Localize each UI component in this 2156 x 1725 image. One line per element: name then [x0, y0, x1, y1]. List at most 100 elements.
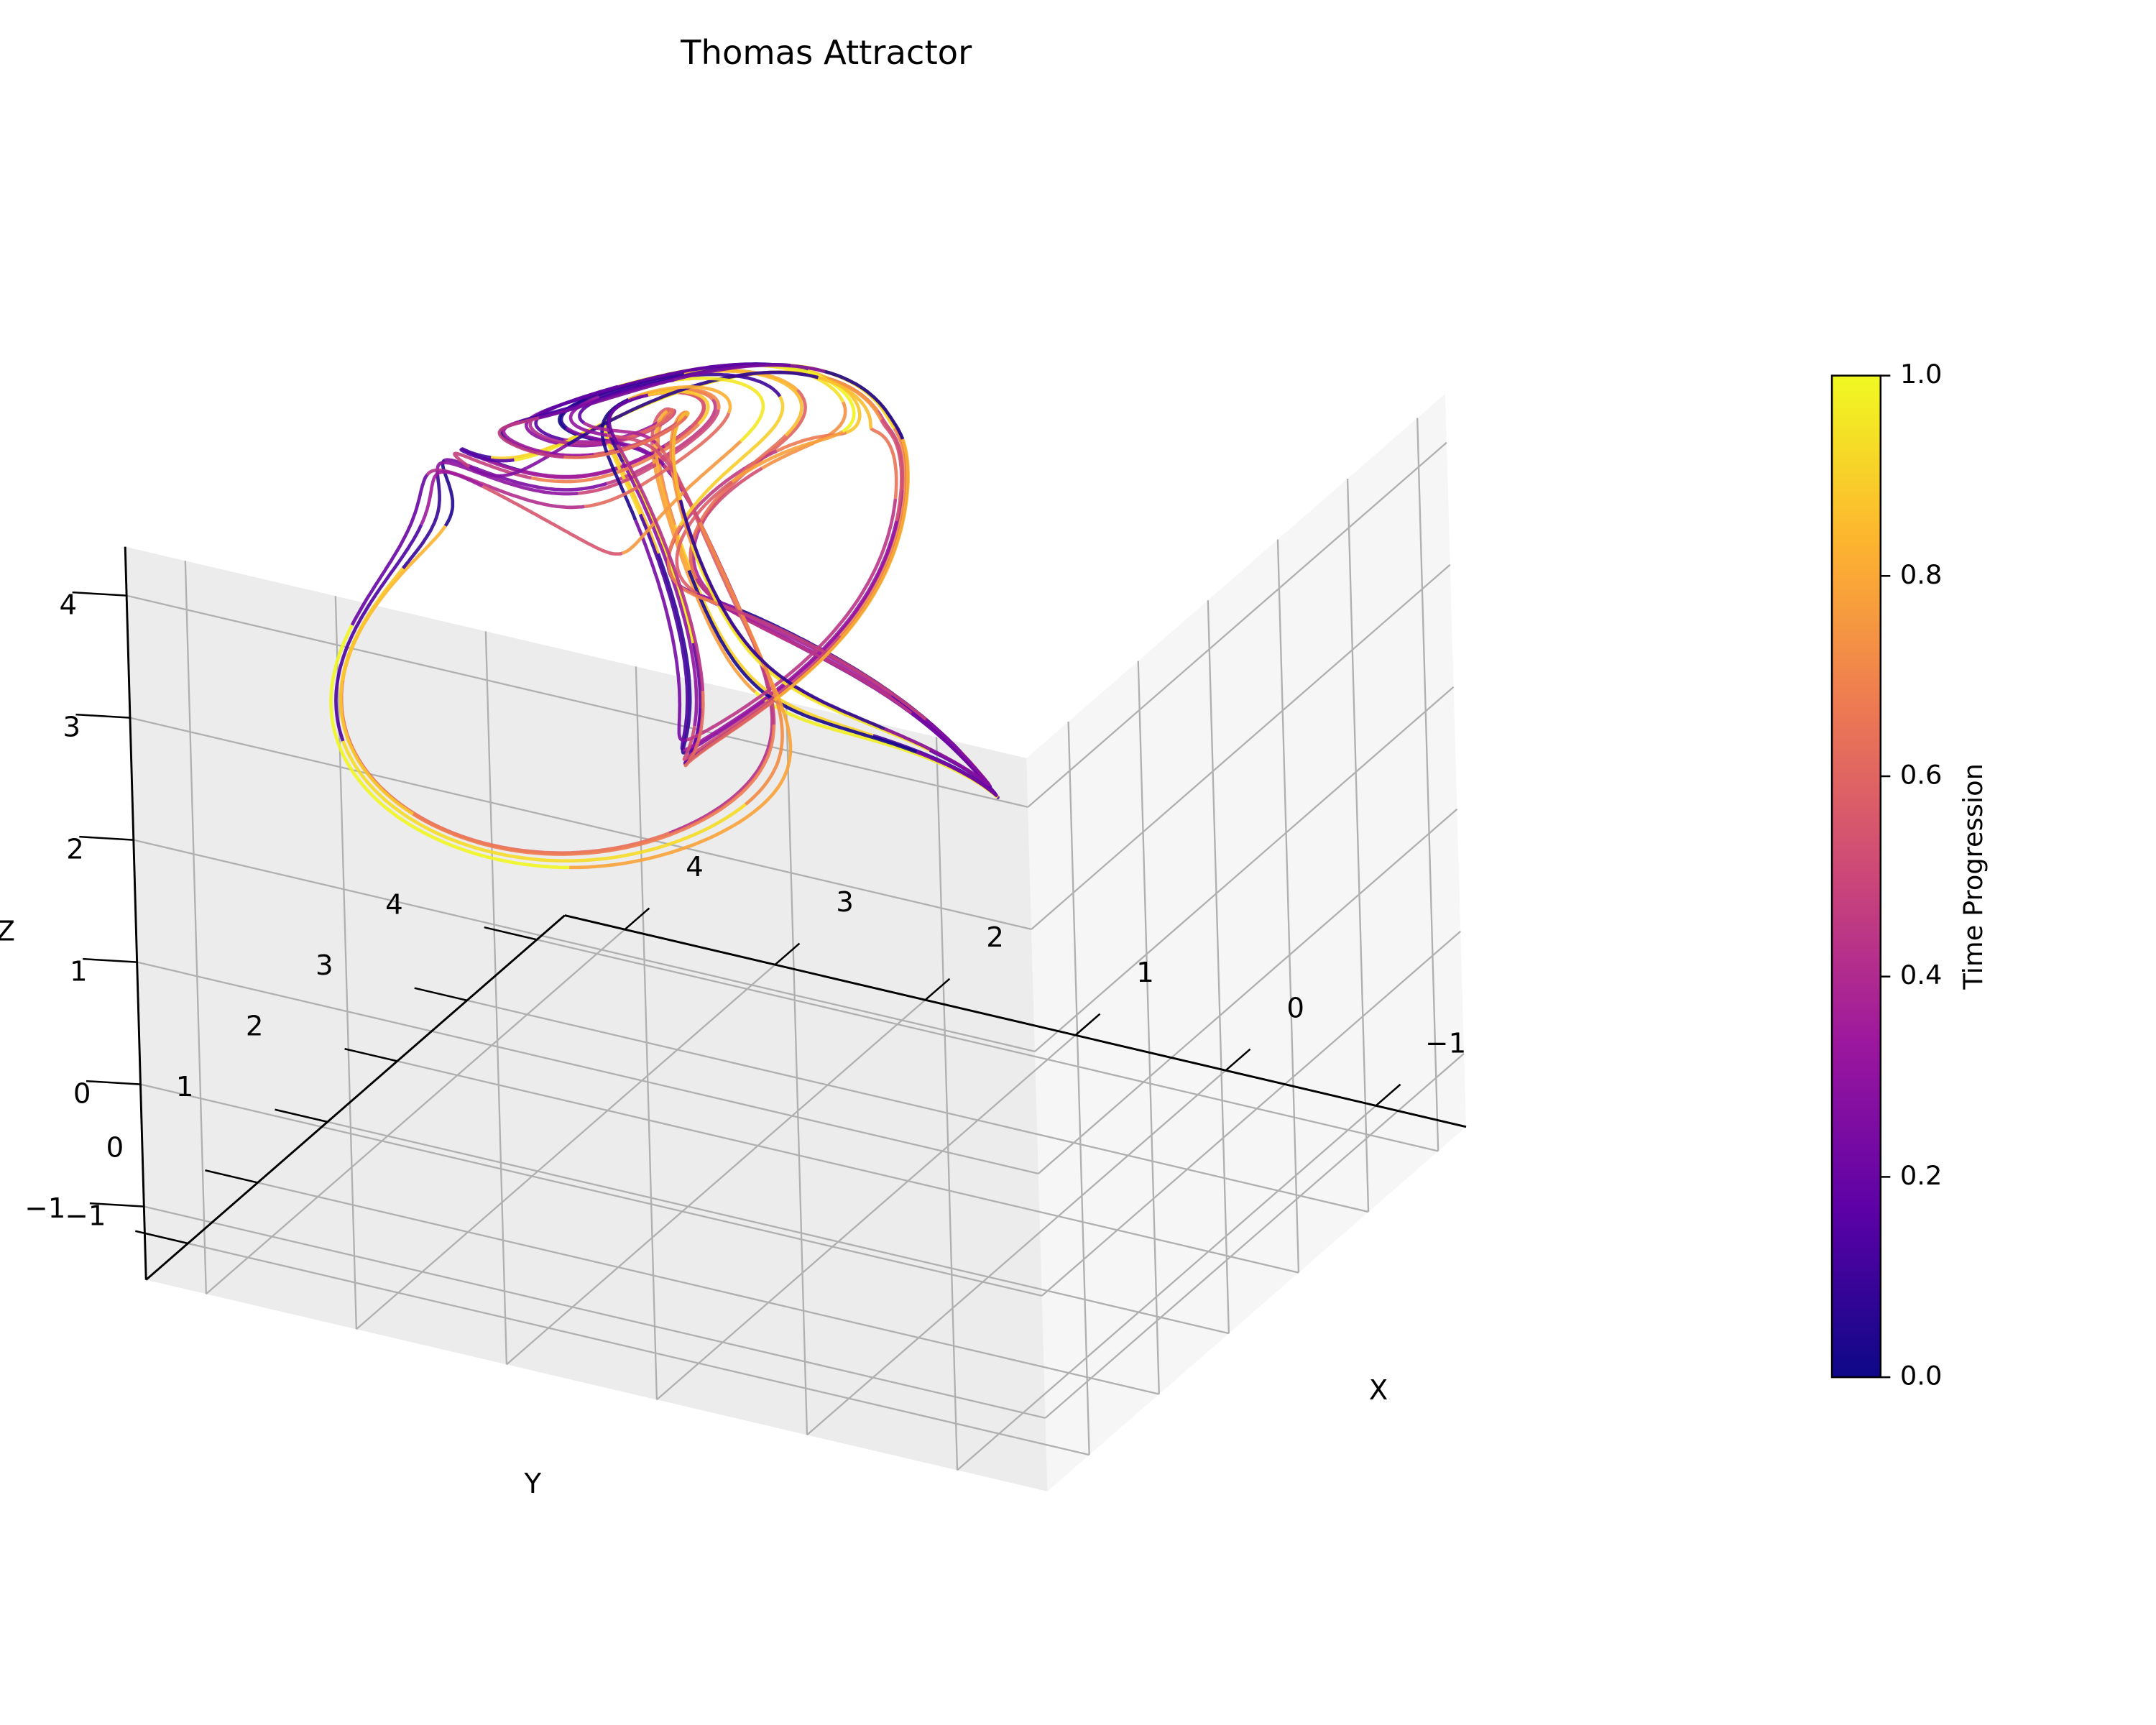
gridline-y-back	[484, 631, 508, 1365]
trajectory-segment	[627, 385, 732, 414]
trajectory-segment	[401, 468, 441, 570]
trajectory-segment	[482, 484, 623, 556]
trajectory-segment	[329, 624, 570, 870]
trajectory-segment	[425, 468, 585, 510]
colorbar-label: Time Progression	[1958, 763, 1989, 990]
trajectory-segment	[765, 363, 856, 433]
trajectory-segment	[453, 451, 532, 480]
trajectory-segment	[686, 498, 898, 742]
gridline-z-back	[137, 961, 1039, 1174]
trajectory-segment	[338, 567, 415, 816]
x-axis-label: X	[1369, 1374, 1388, 1407]
x-tick-label: 4	[385, 888, 403, 921]
trajectory-segment	[673, 376, 765, 443]
colorbar-tick-label: 0.8	[1900, 559, 1942, 590]
axis-lines	[124, 546, 1467, 1281]
back-pane	[125, 546, 1048, 1491]
trajectory-segment	[616, 443, 705, 691]
gridline-y-floor	[656, 1034, 1077, 1401]
x-axis-line	[145, 914, 566, 1281]
gridline-z-side	[1038, 808, 1458, 1174]
trajectory-segment	[824, 369, 905, 440]
trajectory-segment	[350, 474, 429, 626]
x-tick-label: 0	[106, 1131, 124, 1164]
trajectory-segment	[607, 393, 649, 446]
y-tick-mark	[1225, 1048, 1251, 1072]
y-tick-label: 4	[686, 851, 704, 883]
z-tick-label: 3	[63, 712, 80, 744]
trajectory-segment	[817, 376, 873, 431]
gridline-x-floor	[257, 1182, 1160, 1395]
x-tick-label: −1	[24, 1192, 65, 1225]
gridline-y-floor	[506, 999, 926, 1366]
trajectory-segment	[583, 421, 657, 445]
z-tick-label: 2	[66, 834, 84, 866]
trajectory-segment	[578, 409, 721, 495]
x-tick-mark	[344, 1048, 398, 1062]
x-tick-mark	[275, 1108, 328, 1123]
z-axis-line	[124, 546, 147, 1280]
trajectory-segment	[633, 519, 688, 742]
y-tick-mark	[924, 978, 951, 1001]
attractor-trajectory	[329, 362, 1000, 870]
gridline-y-back	[184, 561, 207, 1294]
z-tick-label: 0	[73, 1078, 91, 1110]
x-tick-label: 3	[315, 949, 333, 982]
trajectory-segment	[690, 543, 931, 752]
trajectory-segment	[683, 369, 803, 437]
gridline-x-side	[1276, 539, 1300, 1273]
gridline-z-side	[1031, 564, 1451, 930]
gridline-z-back	[140, 1083, 1042, 1297]
trajectory-segment	[341, 740, 747, 862]
colorbar-tick-label: 0.4	[1900, 960, 1942, 990]
trajectory-segment	[656, 553, 693, 755]
x-tick-mark	[205, 1169, 258, 1184]
trajectory-segment	[678, 500, 885, 731]
x-tick-label: 1	[176, 1071, 194, 1103]
trajectory-segment	[870, 427, 898, 500]
trajectory-segment	[538, 363, 826, 420]
x-tick-mark	[484, 926, 538, 941]
trajectory-segment	[688, 434, 787, 580]
gridline-y-floor	[957, 1105, 1377, 1471]
trajectory-segment	[717, 602, 927, 722]
y-tick-label: 1	[1136, 957, 1154, 989]
gridline-y-floor	[356, 964, 776, 1330]
colorbar-ticks: 0.0 0.2 0.4 0.6 0.8 1.0	[1880, 359, 1942, 1392]
trajectory-segment	[673, 524, 874, 737]
x-tick-mark	[135, 1230, 188, 1245]
trajectory-segment	[698, 521, 784, 806]
trajectory-segment	[483, 445, 666, 479]
colorbar-tick-label: 0.0	[1900, 1361, 1942, 1392]
gridline-z-side	[1027, 441, 1447, 808]
y-axis-line	[564, 914, 1467, 1128]
chart-title: Thomas Attractor	[680, 33, 972, 72]
gridline-x-floor	[397, 1060, 1299, 1274]
trajectory-segment	[497, 416, 564, 459]
y-tick-mark	[1074, 1013, 1101, 1036]
y-tick-mark	[1375, 1083, 1401, 1107]
trajectory-segment	[606, 398, 717, 485]
y-tick-mark	[774, 942, 801, 966]
trajectory-segment	[569, 670, 793, 870]
y-tick-label: 3	[836, 886, 854, 919]
gridline-x-floor	[466, 999, 1369, 1213]
trajectory-segment	[911, 712, 998, 798]
trajectory-segment	[412, 724, 776, 856]
gridline-z-back	[129, 717, 1032, 930]
colorbar-gradient	[1830, 374, 1882, 1379]
trajectory-segment	[531, 362, 766, 420]
trajectory-segment	[563, 415, 688, 459]
colorbar-tick-label: 1.0	[1900, 359, 1942, 390]
gridline-x-side	[1416, 418, 1439, 1151]
y-axis-label: Y	[523, 1468, 541, 1500]
gridline-x-side	[1346, 479, 1370, 1213]
trajectory-segment	[879, 418, 903, 522]
gridline-y-back	[635, 666, 658, 1400]
trajectory-segment	[678, 395, 785, 527]
axes-panes	[125, 393, 1466, 1491]
trajectory-segment	[839, 427, 908, 638]
trajectory-segment	[884, 718, 991, 787]
z-tick-label: 4	[60, 589, 78, 622]
